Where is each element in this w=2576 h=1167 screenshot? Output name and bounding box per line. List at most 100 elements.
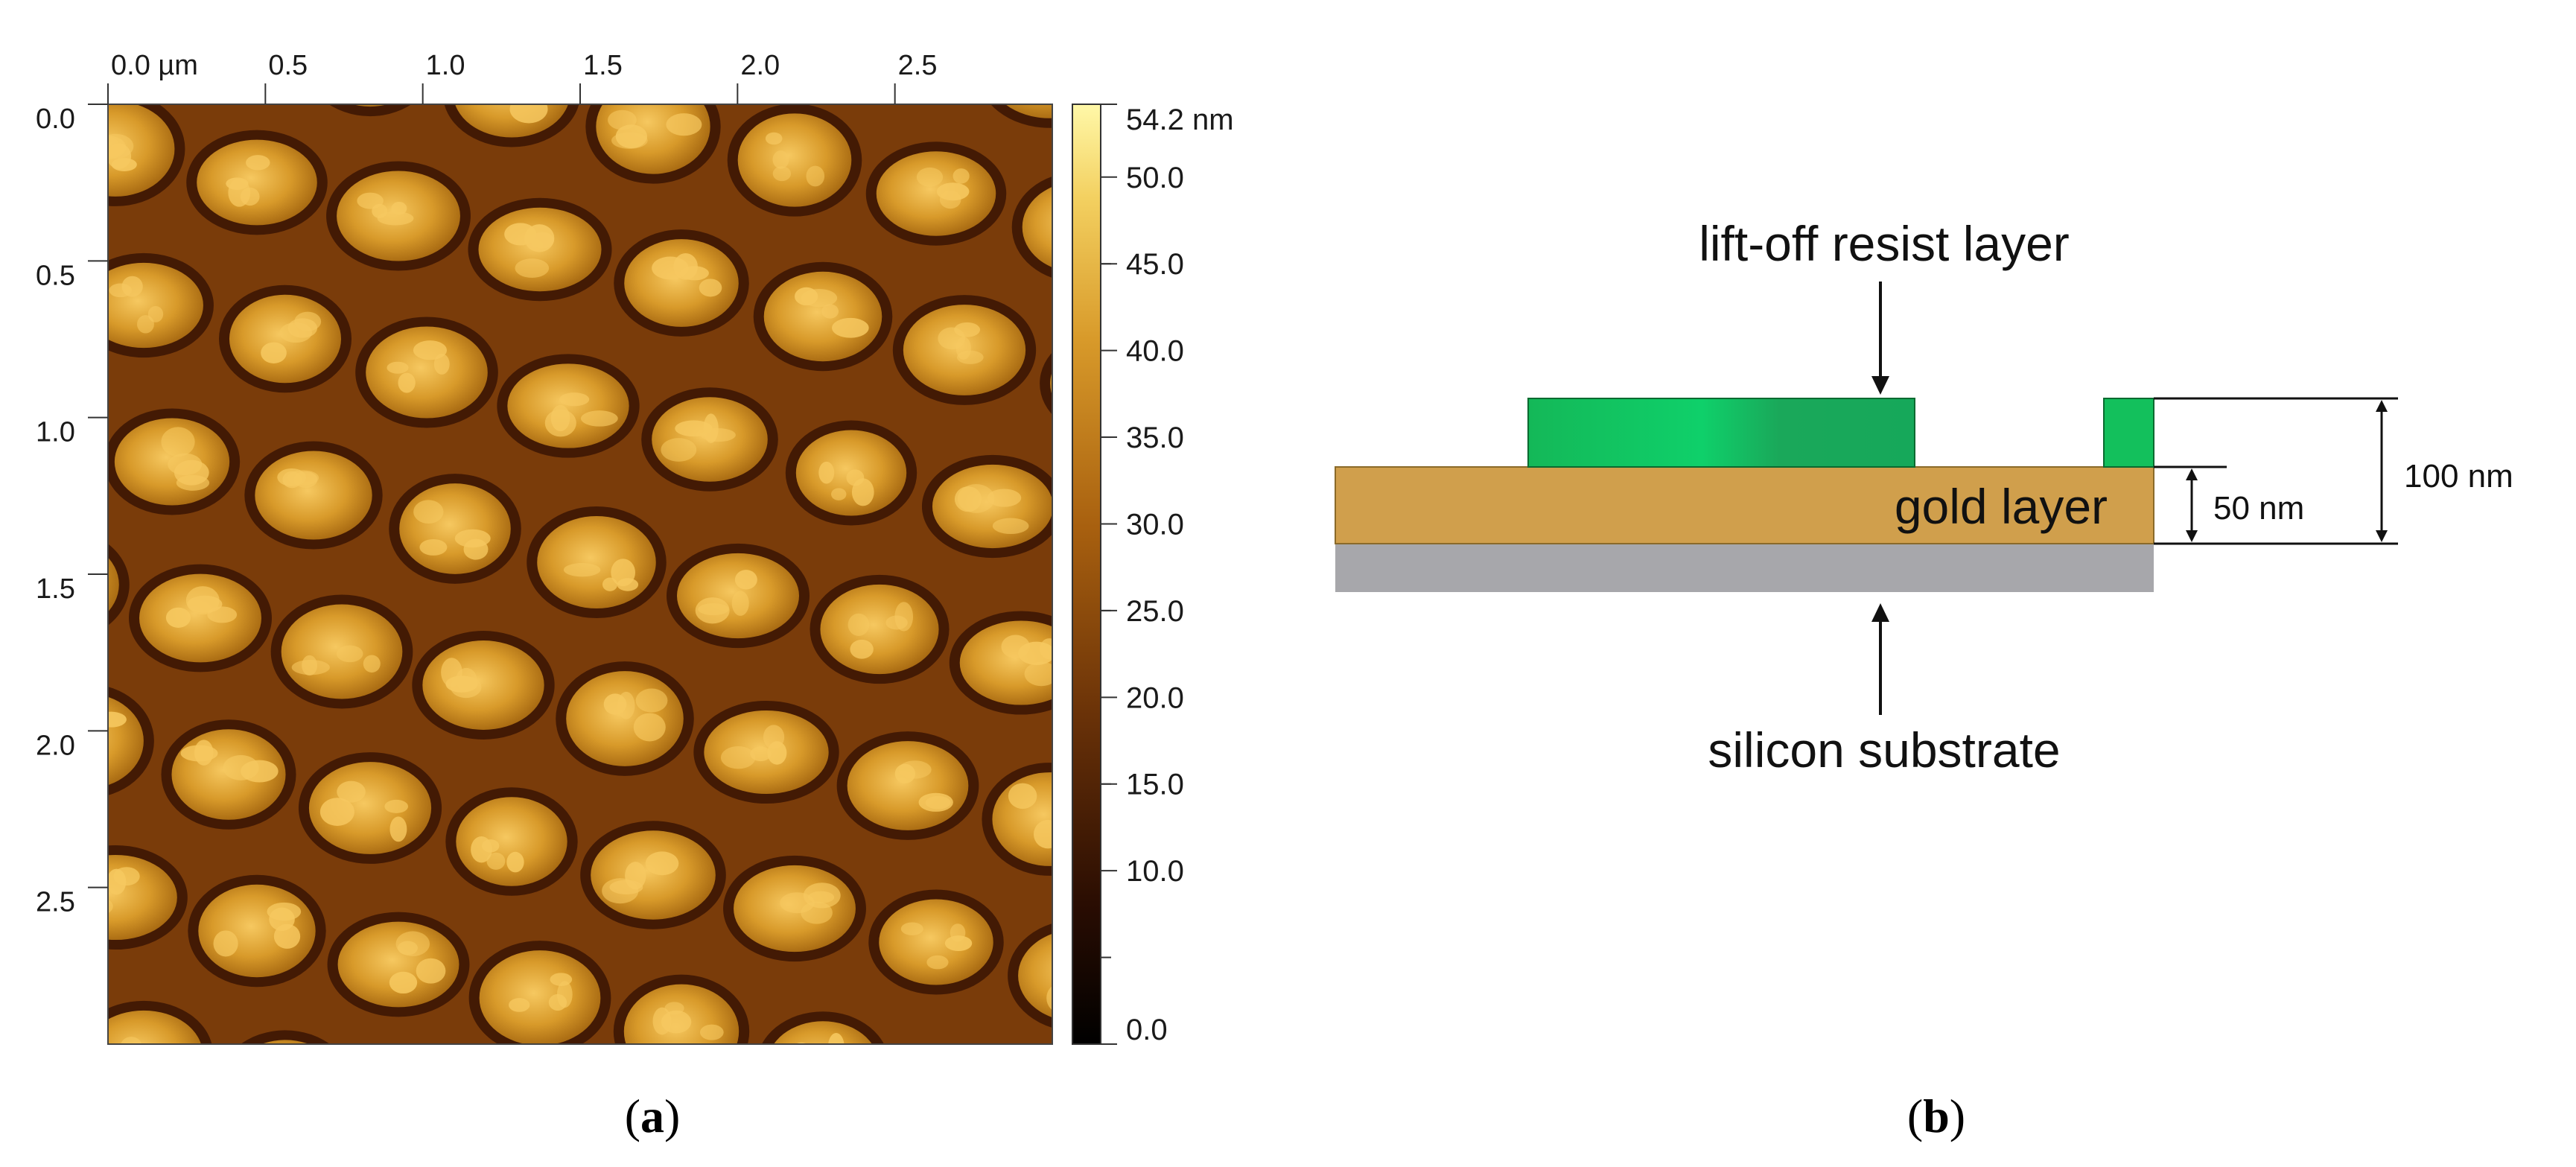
gold-island [899, 1044, 1031, 1153]
dim-100-head-top [2376, 400, 2388, 412]
gold-island [693, 700, 839, 804]
colorbar-label: 50.0 [1126, 162, 1184, 194]
colorbar-label: 40.0 [1126, 335, 1184, 368]
y-axis: 0.0 0.5 1.0 1.5 2.0 2.5 [36, 104, 108, 918]
x-tick-label: 0.0 µm [111, 50, 198, 81]
colorbar-label: 30.0 [1126, 508, 1184, 541]
y-tick-label: 0.5 [36, 260, 75, 291]
gold-island [186, 130, 328, 235]
y-tick-label: 2.5 [36, 887, 75, 918]
substrate-arrow-head [1871, 603, 1889, 622]
panel-b: gold layer lift-off resist layer silicon… [1335, 216, 2513, 1142]
gold-island [892, 295, 1037, 405]
gold-island [327, 912, 470, 1017]
colorbar-label: 15.0 [1126, 769, 1184, 801]
gold-island [949, 611, 1052, 715]
resist-block-left [1527, 398, 1915, 468]
colorbar-label: 35.0 [1126, 422, 1184, 454]
y-tick-label: 0.0 [36, 104, 75, 135]
x-tick-label: 1.5 [583, 50, 623, 81]
gold-layer-label: gold layer [1895, 479, 2108, 534]
gold-island [556, 661, 694, 776]
gold-island [412, 631, 555, 740]
silicon-substrate-layer [1335, 544, 2154, 592]
gold-island [865, 141, 1007, 246]
gold-island [667, 543, 810, 649]
gold-island [218, 284, 352, 393]
gold-island [527, 506, 667, 619]
gold-island [468, 197, 612, 302]
gold-island [727, 104, 862, 217]
panel-a: 0.0 µm 0.5 1.0 1.5 2.0 2.5 0.0 0.5 1.0 1.5 2.0 2.5… [36, 50, 1234, 1153]
colorbar-label: 20.0 [1126, 681, 1184, 714]
gold-island [108, 104, 185, 206]
colorbar-label: 45.0 [1126, 248, 1184, 281]
gold-island [868, 889, 1004, 995]
gold-island [810, 574, 950, 684]
colorbar-label: 25.0 [1126, 595, 1184, 628]
gold-island [445, 787, 578, 896]
gold-island [328, 104, 412, 117]
x-tick-label: 2.0 [740, 50, 780, 81]
dim-50-label: 50 nm [2213, 490, 2304, 527]
gold-island [614, 229, 749, 337]
dim-100-label: 100 nm [2404, 458, 2513, 495]
gold-island [444, 104, 579, 147]
gold-layer [1335, 466, 2154, 544]
gold-island [990, 104, 1052, 128]
gold-island [108, 408, 241, 515]
caption-a: (a) [625, 1090, 681, 1142]
y-tick-label: 1.0 [36, 417, 75, 448]
gold-island [1008, 923, 1052, 1028]
resist-label: lift-off resist layer [1699, 216, 2070, 271]
afm-islands [108, 104, 1052, 1153]
gold-island [326, 161, 471, 271]
colorbar-label: 0.0 [1126, 1014, 1168, 1046]
gold-island [108, 845, 188, 950]
resist-arrow-head [1871, 376, 1889, 395]
gold-island [585, 104, 721, 184]
gold-island [613, 974, 750, 1044]
substrate-label: silicon substrate [1708, 722, 2060, 778]
colorbar [1072, 104, 1101, 1045]
gold-island [108, 687, 154, 795]
gold-island [108, 1000, 212, 1044]
gold-island [785, 420, 917, 526]
gold-island [723, 855, 866, 962]
gold-island [108, 544, 130, 626]
x-tick-label: 2.5 [898, 50, 938, 81]
gold-island [761, 1011, 885, 1044]
dim-50-head-top [2186, 468, 2198, 480]
gold-island [241, 1030, 330, 1044]
gold-island [270, 594, 413, 709]
dim-50-head-bottom [2186, 530, 2198, 542]
gold-island [298, 752, 442, 864]
gold-island [468, 941, 611, 1044]
gold-island [129, 564, 272, 672]
gold-island [161, 719, 296, 830]
resist-block-right [2103, 398, 2154, 468]
gold-island [188, 874, 326, 988]
gold-island [753, 261, 893, 372]
gold-island [244, 441, 383, 550]
colorbar-scale: 54.2 nm 50.0 45.0 40.0 35.0 30.0 25.0 20.0 15.0 1… [1101, 104, 1234, 1046]
gold-island [836, 731, 979, 840]
y-tick-label: 1.5 [36, 573, 75, 605]
x-tick-label: 1.0 [426, 50, 465, 81]
gold-island [1011, 176, 1052, 279]
gold-island [389, 474, 521, 584]
x-tick-label: 0.5 [268, 50, 308, 81]
x-axis: 0.0 µm 0.5 1.0 1.5 2.0 2.5 [107, 50, 938, 104]
gold-island [580, 821, 726, 929]
gold-island [355, 317, 498, 428]
caption-b: (b) [1907, 1090, 1965, 1142]
gold-island [641, 387, 778, 492]
gold-island [497, 354, 640, 458]
gold-island [921, 454, 1052, 559]
y-tick-label: 2.0 [36, 730, 75, 761]
dim-100-head-bottom [2376, 530, 2388, 542]
colorbar-label: 54.2 nm [1126, 104, 1234, 136]
gold-island [982, 763, 1052, 876]
colorbar-label: 10.0 [1126, 855, 1184, 888]
